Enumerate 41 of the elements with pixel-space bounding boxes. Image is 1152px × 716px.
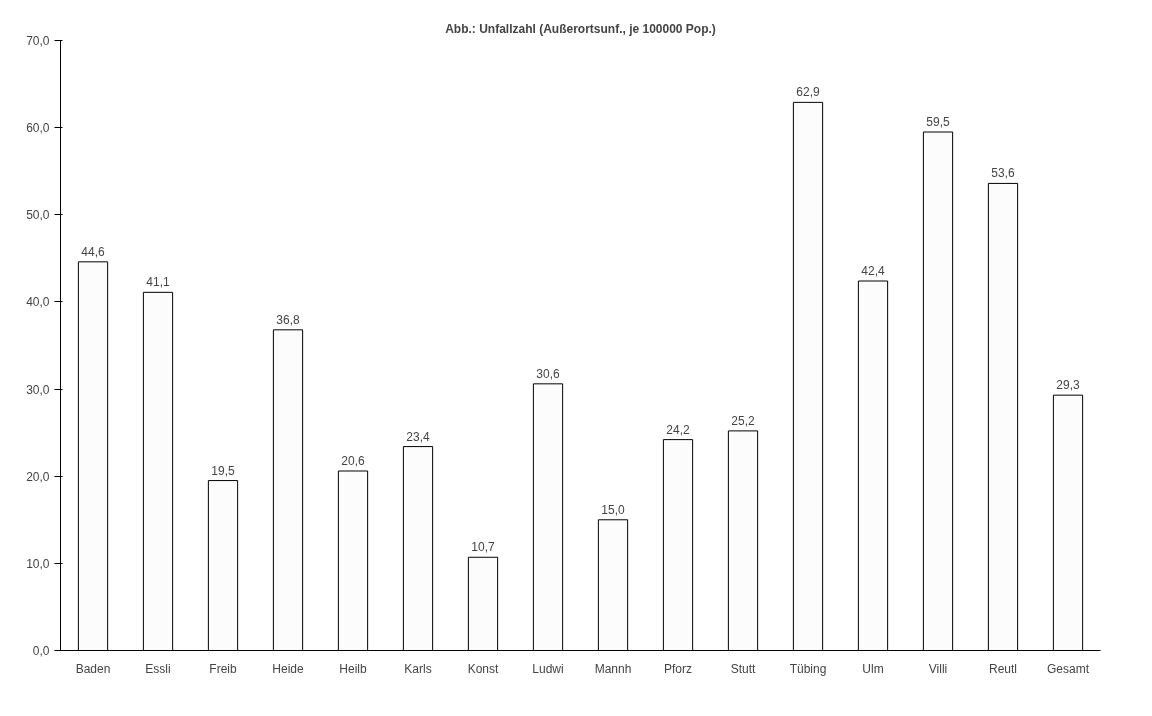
data-label: 25,2 bbox=[731, 413, 755, 428]
data-label: 20,6 bbox=[341, 453, 365, 468]
data-label: 53,6 bbox=[991, 166, 1015, 181]
data-label: 24,2 bbox=[666, 422, 690, 437]
data-label: 30,6 bbox=[536, 366, 560, 381]
x-tick-label: Reutl bbox=[988, 661, 1018, 676]
x-tick-label: Konst bbox=[467, 661, 500, 676]
data-label: 62,9 bbox=[796, 85, 820, 100]
y-tick-label: 10,0 bbox=[26, 556, 50, 571]
data-label: 23,4 bbox=[406, 429, 430, 444]
y-tick-label: 50,0 bbox=[26, 208, 50, 223]
data-label: 42,4 bbox=[861, 264, 885, 279]
data-label: 44,6 bbox=[81, 244, 105, 259]
x-tick-label: Mannh bbox=[594, 661, 632, 676]
data-label: 15,0 bbox=[601, 502, 625, 517]
x-tick-label: Pforz bbox=[664, 661, 693, 676]
data-label: 10,7 bbox=[471, 540, 495, 555]
x-tick-label: Stutt bbox=[730, 661, 757, 676]
x-tick-label: Ulm bbox=[862, 661, 884, 676]
y-tick-label: 40,0 bbox=[26, 295, 50, 310]
x-tick-label: Tübing bbox=[789, 661, 827, 676]
y-tick-label: 0,0 bbox=[32, 644, 50, 658]
x-tick-label: Essli bbox=[145, 661, 171, 676]
x-tick-label: Freib bbox=[209, 661, 237, 676]
x-tick-label: Baden bbox=[75, 661, 111, 676]
chart-title: Abb.: Unfallzahl (Außerortsunf., je 100000 Pop.) bbox=[445, 21, 716, 36]
x-tick-label: Karls bbox=[404, 661, 432, 676]
x-tick-label: Heilb bbox=[339, 661, 367, 676]
data-label: 29,3 bbox=[1056, 378, 1080, 393]
x-tick-label: Gesamt bbox=[1046, 661, 1090, 676]
x-tick-label: Villi bbox=[928, 661, 948, 676]
x-tick-label: Ludwi bbox=[532, 661, 564, 676]
data-label: 36,8 bbox=[276, 312, 300, 327]
y-tick-label: 20,0 bbox=[26, 469, 50, 484]
y-tick-label: 60,0 bbox=[26, 121, 50, 136]
y-tick-label: 70,0 bbox=[26, 34, 50, 48]
data-label: 59,5 bbox=[926, 115, 950, 129]
data-label: 41,1 bbox=[146, 275, 170, 290]
x-tick-label: Heide bbox=[272, 661, 304, 676]
data-label: 19,5 bbox=[211, 463, 235, 478]
y-tick-label: 30,0 bbox=[26, 382, 50, 397]
